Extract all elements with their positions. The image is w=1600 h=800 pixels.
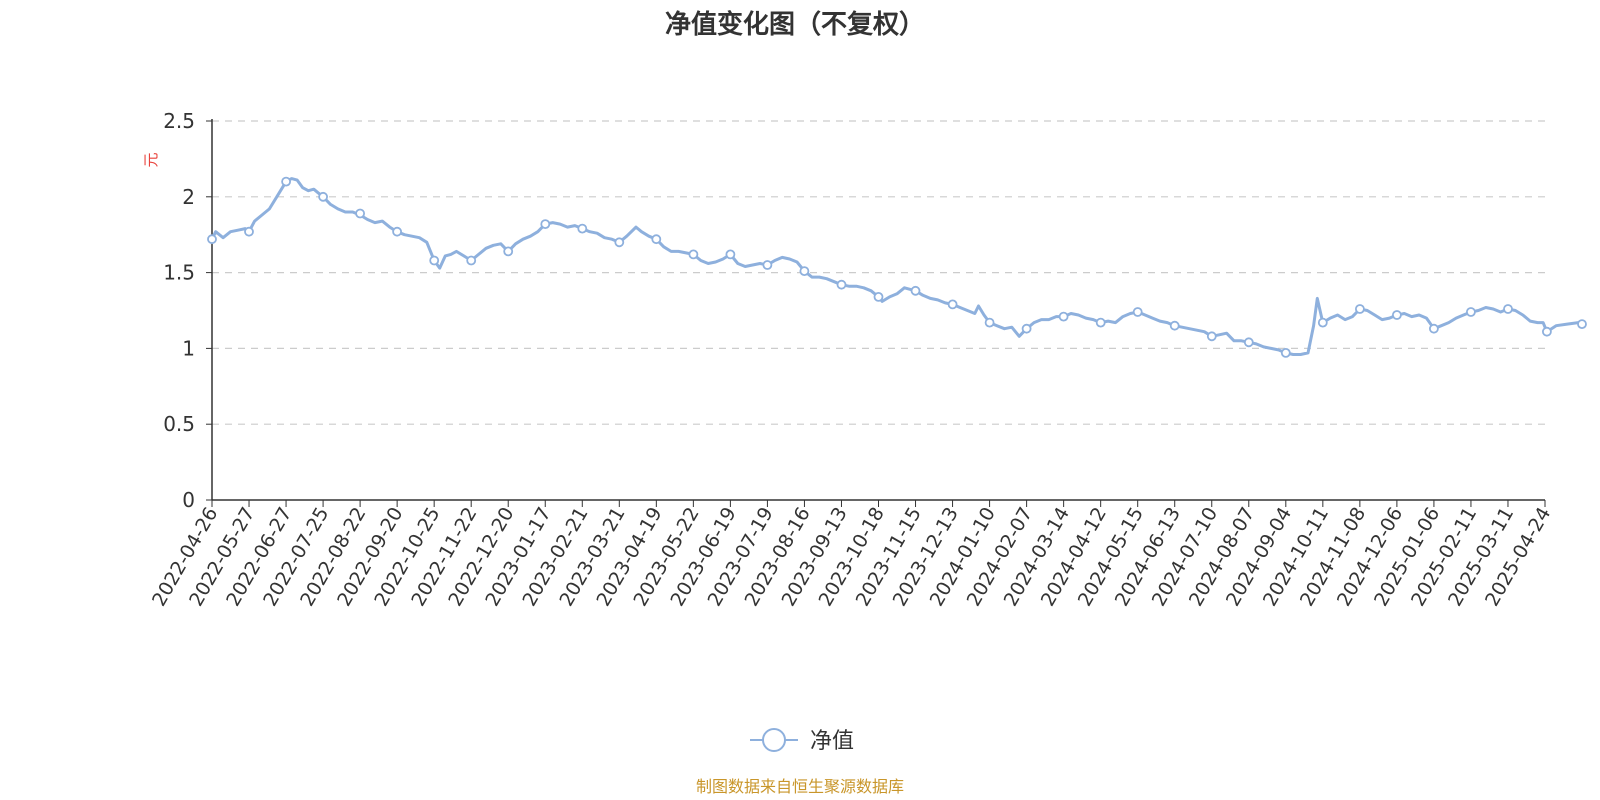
data-point — [984, 317, 995, 328]
data-point — [1206, 331, 1217, 342]
y-tick-label: 2.5 — [163, 109, 195, 133]
data-point — [1132, 307, 1143, 317]
data-point — [688, 249, 699, 260]
data-point — [1021, 323, 1032, 334]
y-tick-label: 0 — [182, 488, 195, 512]
legend-label: 净值 — [810, 729, 854, 754]
series-line — [210, 177, 1584, 356]
legend[interactable]: 净值 — [750, 728, 854, 754]
data-point — [1542, 326, 1552, 337]
data-point — [1392, 310, 1402, 320]
data-point — [429, 255, 440, 266]
legend-circle-icon — [762, 728, 786, 752]
series-lines — [210, 177, 1584, 356]
y-tick-label: 0.5 — [163, 412, 195, 436]
data-point — [1169, 320, 1180, 331]
data-point — [577, 223, 588, 234]
data-point — [1095, 317, 1106, 328]
data-point — [1058, 311, 1069, 322]
data-point — [207, 234, 217, 245]
data-point — [873, 291, 884, 302]
x-axis-ticks: 2022-04-262022-05-272022-06-272022-07-25… — [148, 500, 1555, 610]
data-point — [281, 176, 292, 187]
source-note: 制图数据来自恒生聚源数据库 — [696, 777, 904, 796]
data-point — [318, 191, 329, 202]
axes — [211, 119, 1545, 501]
data-point — [836, 279, 847, 290]
data-point — [651, 234, 662, 245]
data-point — [614, 237, 625, 248]
data-point — [1355, 304, 1365, 314]
data-point — [503, 246, 514, 257]
y-axis-ticks: 0 0.5 1 1.5 2 2.5 — [163, 109, 212, 512]
data-point — [1466, 307, 1476, 317]
data-point — [1503, 304, 1513, 314]
chart-title: 净值变化图（不复权） — [665, 9, 925, 40]
series-markers — [207, 176, 1587, 358]
data-point — [762, 260, 773, 270]
data-point — [1280, 347, 1291, 358]
data-point — [1243, 337, 1254, 348]
data-point — [1577, 319, 1587, 330]
data-point — [1317, 317, 1328, 328]
data-point — [244, 226, 254, 237]
y-tick-label: 2 — [182, 185, 195, 209]
y-tick-label: 1.5 — [163, 261, 195, 285]
data-point — [466, 255, 477, 266]
data-point — [799, 266, 810, 277]
data-point — [725, 249, 736, 260]
data-point — [355, 208, 366, 219]
data-point — [540, 219, 551, 230]
y-axis-unit-label: 元 — [142, 152, 160, 167]
y-tick-label: 1 — [182, 336, 195, 360]
data-point — [947, 299, 958, 310]
data-point — [910, 285, 921, 296]
data-point — [392, 226, 403, 237]
grid-lines — [212, 120, 1545, 425]
data-point — [1429, 323, 1439, 334]
